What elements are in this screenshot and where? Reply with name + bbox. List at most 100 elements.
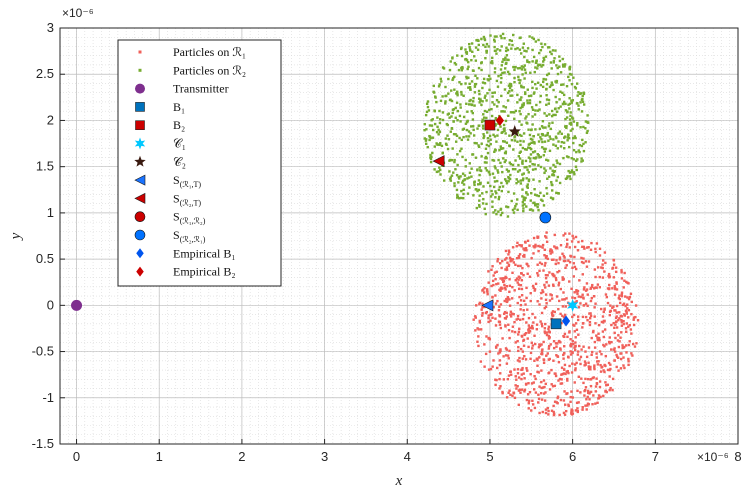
particle-r2 — [468, 86, 472, 89]
particle-r1 — [615, 326, 619, 329]
particle-r2 — [448, 68, 452, 72]
particle-r2 — [577, 104, 580, 107]
particle-r2 — [483, 161, 487, 164]
particle-r2 — [463, 174, 467, 177]
particle-r2 — [563, 65, 566, 68]
particle-r2 — [508, 161, 512, 164]
particle-r1 — [603, 270, 606, 273]
particle-r1 — [505, 362, 509, 365]
particle-r2 — [555, 179, 558, 182]
particle-r2 — [451, 111, 454, 115]
particle-r2 — [534, 109, 537, 112]
particle-r1 — [584, 386, 588, 389]
particle-r2 — [542, 126, 545, 129]
particle-r1 — [556, 270, 559, 274]
particle-r1 — [515, 257, 519, 260]
particle-r1 — [526, 393, 530, 396]
particle-r1 — [547, 409, 550, 413]
particle-r1 — [600, 320, 604, 324]
particle-r1 — [619, 314, 622, 318]
particle-r1 — [569, 395, 572, 399]
particle-r1 — [615, 282, 618, 285]
particle-r1 — [545, 236, 548, 239]
particle-r2 — [469, 98, 472, 102]
particle-r2 — [519, 179, 522, 182]
particle-r1 — [627, 325, 630, 328]
particle-r1 — [507, 357, 510, 360]
particle-r2 — [555, 159, 558, 162]
particle-r2 — [523, 203, 526, 206]
particle-r1 — [588, 317, 592, 320]
particle-r1 — [605, 384, 608, 387]
particle-r2 — [464, 165, 467, 168]
particle-r2 — [565, 116, 569, 119]
particle-r2 — [510, 47, 513, 50]
particle-r2 — [495, 35, 498, 38]
x-tick-label: 4 — [404, 449, 411, 464]
particle-r1 — [497, 282, 500, 285]
particle-r2 — [556, 66, 559, 70]
particle-r1 — [542, 361, 546, 365]
y-tick-label: 2 — [47, 112, 54, 127]
particle-r2 — [454, 63, 458, 66]
particle-r2 — [429, 153, 432, 157]
particle-r1 — [548, 249, 552, 253]
particle-r2 — [481, 127, 485, 130]
particle-r1 — [582, 261, 585, 265]
particle-r2 — [519, 143, 522, 147]
particle-r1 — [512, 261, 516, 264]
particle-r1 — [528, 275, 532, 278]
particle-r2 — [552, 138, 555, 141]
particle-r1 — [538, 261, 542, 264]
particle-r2 — [526, 183, 529, 186]
particle-r1 — [509, 393, 512, 396]
particle-r2 — [468, 46, 471, 49]
particle-r1 — [611, 267, 614, 270]
particle-r2 — [493, 180, 497, 183]
particle-r2 — [484, 45, 487, 49]
particle-r1 — [551, 385, 555, 388]
particle-r2 — [453, 160, 456, 164]
particle-r1 — [546, 274, 549, 277]
particle-r1 — [573, 348, 577, 352]
particle-r1 — [531, 324, 534, 328]
particle-r2 — [462, 196, 465, 200]
particle-r1 — [519, 283, 523, 287]
particle-r1 — [514, 341, 517, 344]
particle-r1 — [579, 355, 583, 359]
particle-r2 — [425, 138, 428, 141]
particle-r1 — [600, 266, 603, 269]
particle-r1 — [574, 336, 577, 339]
particle-r2 — [491, 200, 494, 203]
particle-r1 — [508, 389, 511, 392]
particle-r2 — [577, 91, 580, 94]
particle-r2 — [479, 182, 482, 186]
particle-r2 — [482, 135, 486, 138]
particle-r1 — [614, 320, 618, 324]
particle-r1 — [545, 254, 548, 258]
particle-r2 — [456, 92, 459, 95]
particle-r2 — [544, 134, 547, 137]
particle-r1 — [558, 269, 561, 273]
particle-r2 — [424, 113, 428, 117]
particle-r1 — [617, 334, 620, 337]
particle-r2 — [468, 82, 471, 86]
particle-r2 — [460, 93, 463, 96]
particle-r1 — [563, 390, 566, 393]
particle-r2 — [572, 141, 575, 145]
particle-r1 — [499, 348, 502, 351]
particle-r1 — [569, 350, 572, 353]
y-tick-label: 3 — [47, 20, 54, 35]
particle-r2 — [576, 94, 579, 97]
particle-r2 — [462, 188, 465, 192]
particle-r1 — [547, 358, 551, 361]
particle-r2 — [477, 144, 480, 147]
particle-r2 — [481, 124, 485, 127]
particle-r2 — [513, 68, 516, 72]
particle-r1 — [626, 307, 629, 310]
particle-r1 — [612, 259, 616, 262]
particle-r2 — [428, 138, 431, 142]
particle-r2 — [466, 67, 469, 71]
particle-r1 — [573, 324, 576, 327]
